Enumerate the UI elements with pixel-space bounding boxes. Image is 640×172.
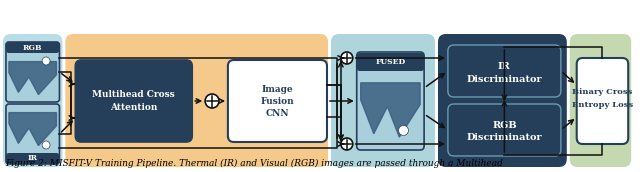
Text: FUSED: FUSED <box>375 58 406 66</box>
Text: Binary Cross: Binary Cross <box>572 88 633 96</box>
Text: IR: IR <box>28 154 38 163</box>
FancyBboxPatch shape <box>570 34 631 167</box>
FancyBboxPatch shape <box>356 53 424 71</box>
FancyBboxPatch shape <box>65 34 328 167</box>
FancyBboxPatch shape <box>438 34 567 167</box>
FancyBboxPatch shape <box>448 104 561 156</box>
Circle shape <box>42 141 50 149</box>
FancyBboxPatch shape <box>6 42 60 53</box>
Text: Discriminator: Discriminator <box>467 133 542 142</box>
FancyBboxPatch shape <box>6 104 60 164</box>
Polygon shape <box>361 83 420 137</box>
Text: CNN: CNN <box>266 109 289 117</box>
Text: IR: IR <box>498 62 511 71</box>
Text: Fusion: Fusion <box>260 96 294 105</box>
FancyBboxPatch shape <box>228 60 327 142</box>
Text: Figure 2: MISFIT-V Training Pipeline. Thermal (IR) and Visual (RGB) images are p: Figure 2: MISFIT-V Training Pipeline. Th… <box>5 159 503 168</box>
Text: RGB: RGB <box>23 44 42 51</box>
Circle shape <box>42 57 50 65</box>
Polygon shape <box>9 62 56 95</box>
FancyBboxPatch shape <box>6 42 60 102</box>
FancyBboxPatch shape <box>6 153 60 164</box>
Text: Multihead Cross: Multihead Cross <box>92 89 175 99</box>
Text: Image: Image <box>262 84 293 94</box>
FancyBboxPatch shape <box>331 34 435 167</box>
Polygon shape <box>9 113 56 146</box>
Circle shape <box>205 94 219 108</box>
Circle shape <box>399 125 408 135</box>
Text: Attention: Attention <box>110 103 157 111</box>
Text: Entropy Loss: Entropy Loss <box>572 101 633 109</box>
FancyBboxPatch shape <box>3 34 63 167</box>
FancyBboxPatch shape <box>76 60 192 142</box>
Text: Discriminator: Discriminator <box>467 74 542 83</box>
FancyBboxPatch shape <box>577 58 628 144</box>
FancyBboxPatch shape <box>356 52 424 150</box>
Circle shape <box>341 52 353 64</box>
FancyBboxPatch shape <box>448 45 561 97</box>
Text: RGB: RGB <box>492 121 516 130</box>
Circle shape <box>341 138 353 150</box>
